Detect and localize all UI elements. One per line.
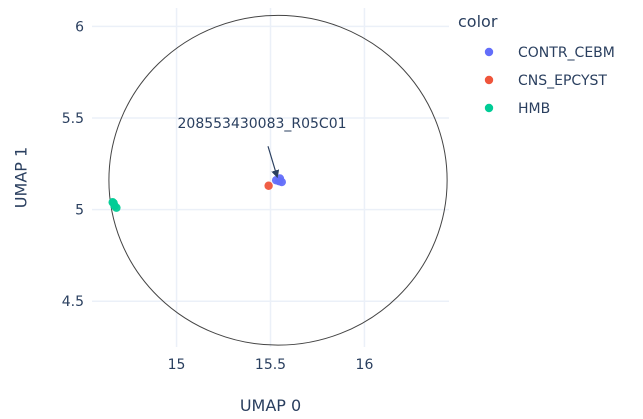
- annotation: 208553430083_R05C01: [178, 116, 347, 179]
- legend: color CONTR_CEBM CNS_EPCYST HMB: [458, 12, 615, 117]
- circle-shape-layer: [108, 14, 448, 346]
- y-axis-title: UMAP 1: [12, 147, 31, 208]
- x-tick-label: 15.5: [255, 357, 286, 373]
- legend-label-contr-cebm[interactable]: CONTR_CEBM: [518, 45, 615, 61]
- y-tick-label: 5.5: [62, 111, 84, 127]
- legend-title: color: [458, 12, 498, 31]
- y-tick-label: 4.5: [62, 294, 84, 310]
- x-axis-ticks: 15 15.5 16: [168, 357, 374, 373]
- legend-marker-hmb[interactable]: [484, 103, 494, 113]
- data-points: [108, 174, 286, 212]
- highlight-circle: [108, 14, 448, 346]
- y-tick-label: 5: [75, 203, 84, 219]
- data-point-hmb[interactable]: [109, 198, 118, 208]
- data-point-contr-cebm[interactable]: [274, 176, 284, 186]
- grid: [92, 8, 449, 347]
- x-tick-label: 16: [356, 357, 374, 373]
- legend-marker-cns-epcyst[interactable]: [484, 75, 494, 85]
- x-tick-label: 15: [168, 357, 186, 373]
- x-axis-title: UMAP 0: [240, 396, 301, 415]
- y-tick-label: 6: [75, 19, 84, 35]
- annotation-label: 208553430083_R05C01: [178, 116, 347, 132]
- legend-label-cns-epcyst[interactable]: CNS_EPCYST: [518, 73, 607, 89]
- y-axis-ticks: 4.5 5 5.5 6: [62, 19, 84, 310]
- legend-label-hmb[interactable]: HMB: [518, 101, 550, 117]
- data-point-cns-epcyst[interactable]: [264, 181, 273, 190]
- annotation-arrow: [267, 146, 280, 179]
- legend-marker-contr-cebm[interactable]: [484, 47, 494, 57]
